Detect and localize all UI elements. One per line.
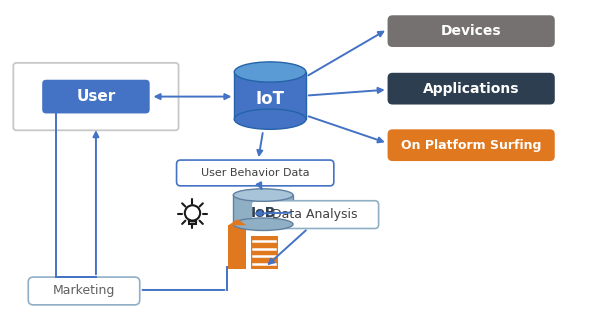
FancyBboxPatch shape <box>233 195 293 224</box>
FancyBboxPatch shape <box>251 236 277 269</box>
FancyBboxPatch shape <box>388 73 555 105</box>
Ellipse shape <box>234 62 306 82</box>
Ellipse shape <box>233 189 293 201</box>
FancyBboxPatch shape <box>189 220 196 224</box>
Text: On Platform Surfing: On Platform Surfing <box>401 139 542 152</box>
FancyBboxPatch shape <box>234 72 306 119</box>
Circle shape <box>185 205 200 220</box>
Text: IoT: IoT <box>255 89 284 108</box>
Text: User: User <box>76 89 116 104</box>
Text: Applications: Applications <box>423 82 519 96</box>
Ellipse shape <box>234 109 306 129</box>
Text: Devices: Devices <box>441 24 502 38</box>
Text: IoB: IoB <box>251 206 276 220</box>
Text: Marketing: Marketing <box>53 284 115 297</box>
Text: User Behavior Data: User Behavior Data <box>201 168 310 178</box>
FancyBboxPatch shape <box>388 15 555 47</box>
FancyBboxPatch shape <box>14 63 179 130</box>
FancyBboxPatch shape <box>228 225 247 269</box>
Text: Data Analysis: Data Analysis <box>272 208 358 221</box>
Ellipse shape <box>233 218 293 230</box>
FancyBboxPatch shape <box>388 129 555 161</box>
Polygon shape <box>228 219 247 225</box>
FancyBboxPatch shape <box>251 201 379 228</box>
FancyBboxPatch shape <box>176 160 334 186</box>
FancyBboxPatch shape <box>42 80 150 114</box>
FancyBboxPatch shape <box>28 277 140 305</box>
